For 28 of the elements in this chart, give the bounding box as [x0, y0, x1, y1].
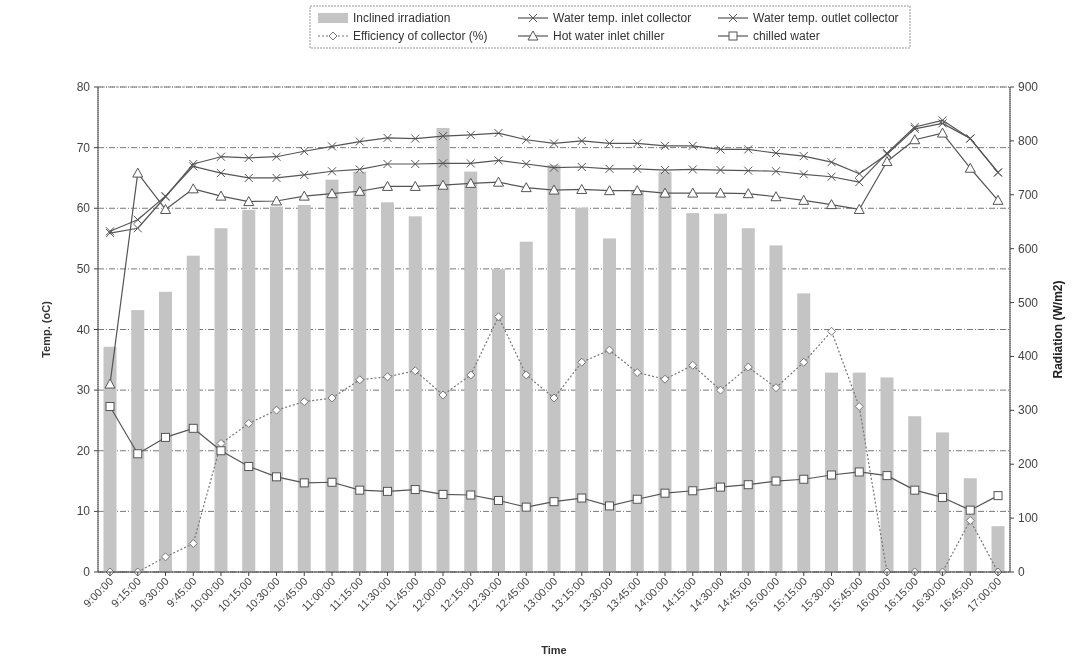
legend-label: Efficiency of collector (%)	[353, 29, 488, 43]
y2-tick-label: 0	[1018, 565, 1025, 579]
y2-axis-title: Radiation (W/m2)	[1051, 280, 1065, 379]
y-tick-label: 30	[76, 383, 91, 398]
x-axis-title: Time	[541, 644, 567, 656]
y2-tick-label: 400	[1018, 349, 1039, 364]
y-tick-label: 10	[76, 504, 91, 519]
y-tick-label: 40	[76, 322, 91, 337]
y2-tick-label: 600	[1018, 241, 1039, 256]
y2-tick-label: 500	[1018, 295, 1039, 310]
legend-label: Water temp. outlet collector	[753, 11, 899, 25]
y2-tick-label: 700	[1018, 187, 1039, 202]
y-tick-label: 60	[76, 201, 91, 216]
y2-tick-label: 900	[1018, 80, 1039, 94]
y2-tick-label: 200	[1018, 457, 1039, 472]
y-tick-label: 80	[76, 80, 91, 94]
y2-tick-label: 300	[1018, 403, 1039, 418]
legend-label: Hot water inlet chiller	[553, 29, 665, 43]
legend-label: Water temp. inlet collector	[553, 11, 692, 25]
legend-label: Inclined irradiation	[353, 11, 451, 25]
y2-tick-label: 800	[1018, 133, 1039, 148]
legend-label: chilled water	[753, 29, 820, 43]
y-axis-title: Temp. (oC)	[40, 300, 52, 358]
y-tick-label: 70	[76, 140, 91, 155]
y-tick-label: 20	[76, 443, 91, 458]
y-tick-label: 50	[76, 261, 91, 276]
y2-tick-label: 100	[1018, 511, 1039, 526]
y-tick-label: 0	[83, 565, 91, 579]
